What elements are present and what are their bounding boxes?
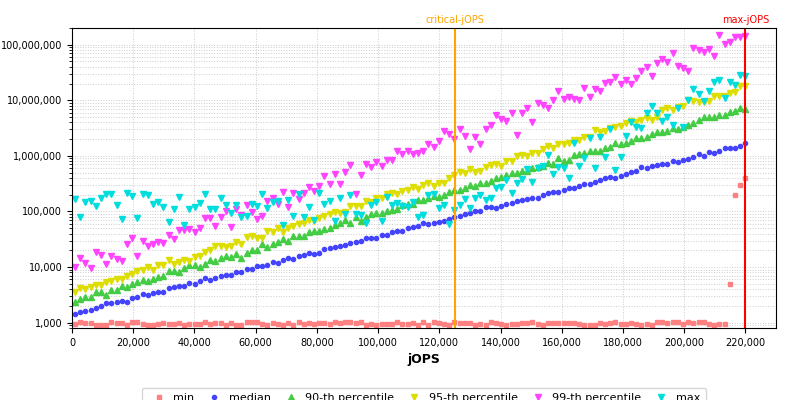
95-th percentile <box>658 108 667 113</box>
90-th percentile <box>741 106 750 111</box>
median <box>637 164 646 169</box>
99-th percentile <box>569 97 578 102</box>
Legend: min, median, 90-th percentile, 95-th percentile, 99-th percentile, max: min, median, 90-th percentile, 95-th per… <box>142 388 706 400</box>
Line: min: min <box>73 176 747 327</box>
median <box>102 301 111 306</box>
99-th percentile <box>424 142 434 146</box>
95-th percentile <box>548 145 558 150</box>
Line: 90-th percentile: 90-th percentile <box>72 106 748 304</box>
Line: 95-th percentile: 95-th percentile <box>72 83 748 294</box>
99-th percentile <box>517 110 526 115</box>
95-th percentile <box>683 98 693 102</box>
min <box>70 322 80 326</box>
median <box>434 220 444 224</box>
99-th percentile <box>741 34 750 39</box>
max <box>735 72 745 77</box>
Line: max: max <box>72 72 748 228</box>
min <box>418 320 428 325</box>
max <box>569 140 578 145</box>
Text: critical-jOPS: critical-jOPS <box>425 15 484 25</box>
95-th percentile <box>741 83 750 88</box>
min <box>252 320 262 325</box>
min <box>356 320 366 324</box>
99-th percentile <box>600 81 610 86</box>
max <box>362 221 371 226</box>
max <box>517 177 526 182</box>
99-th percentile <box>86 265 95 270</box>
max <box>600 154 610 159</box>
95-th percentile <box>70 289 80 294</box>
90-th percentile <box>252 248 262 252</box>
99-th percentile <box>258 213 267 218</box>
Text: max-jOPS: max-jOPS <box>722 15 769 25</box>
min <box>444 323 454 328</box>
Line: 99-th percentile: 99-th percentile <box>72 32 748 270</box>
max <box>179 223 189 228</box>
90-th percentile <box>70 299 80 304</box>
median <box>548 190 558 194</box>
max <box>424 193 434 198</box>
max <box>258 192 267 197</box>
95-th percentile <box>102 280 111 285</box>
95-th percentile <box>434 181 444 186</box>
90-th percentile <box>595 148 605 153</box>
min <box>600 322 610 326</box>
max <box>70 196 80 201</box>
90-th percentile <box>356 219 366 224</box>
99-th percentile <box>70 265 80 270</box>
median <box>683 156 693 161</box>
90-th percentile <box>418 197 428 202</box>
90-th percentile <box>512 171 522 176</box>
90-th percentile <box>564 158 574 162</box>
max <box>741 73 750 78</box>
median <box>70 312 80 317</box>
95-th percentile <box>637 118 646 122</box>
90-th percentile <box>735 106 745 111</box>
Line: median: median <box>73 141 747 316</box>
99-th percentile <box>362 162 371 167</box>
min <box>569 321 578 326</box>
min <box>741 176 750 180</box>
99-th percentile <box>714 33 724 38</box>
min <box>517 320 526 325</box>
median <box>658 162 667 167</box>
median <box>741 141 750 146</box>
X-axis label: jOPS: jOPS <box>407 353 441 366</box>
